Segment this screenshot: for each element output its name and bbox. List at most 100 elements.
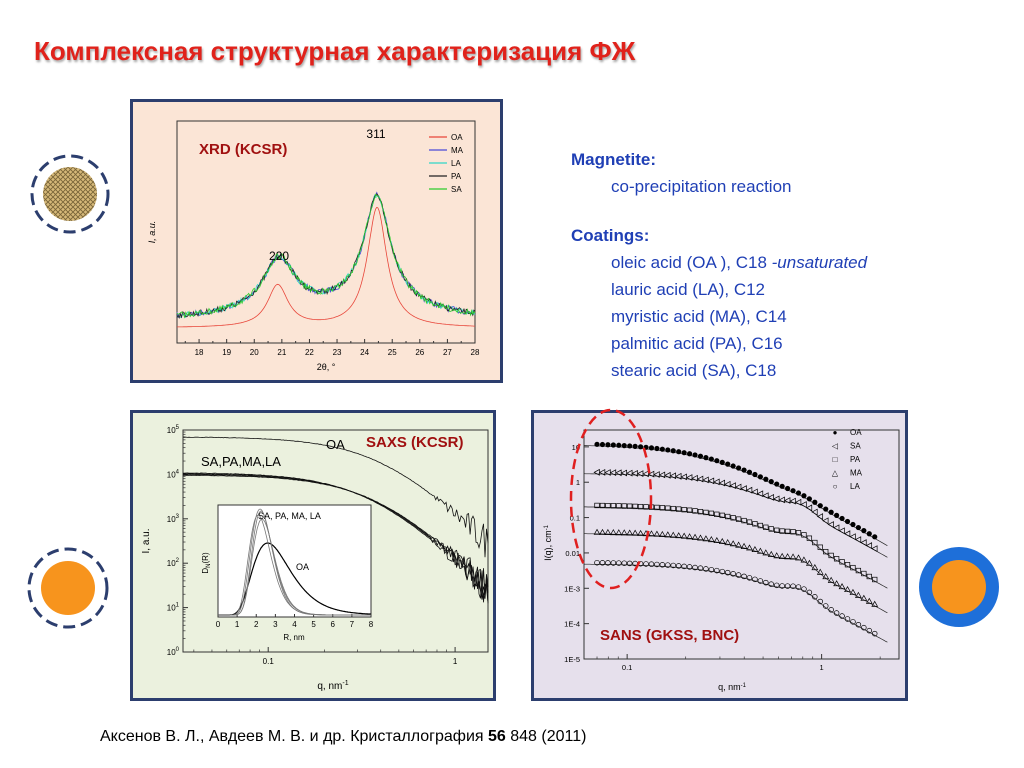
sans-point-la (643, 561, 649, 567)
sans-point-sa (833, 524, 840, 532)
sans-point-ma (800, 556, 808, 563)
xrd-legend-label-ma: MA (451, 146, 464, 155)
sans-point-la (812, 594, 818, 600)
magnetite-method: co-precipitation reaction (611, 177, 792, 196)
sans-legend-label-oa: OA (850, 428, 862, 437)
sans-point-la (665, 562, 671, 568)
saxs-y-tick-label: 101 (167, 603, 180, 613)
sans-point-la (828, 607, 834, 613)
sans-point-oa (834, 512, 840, 518)
sans-point-sa (729, 482, 736, 489)
sans-point-oa (697, 453, 704, 459)
sans-point-sa (811, 508, 818, 516)
sans-point-oa (872, 534, 878, 540)
sans-y-tick-label: 1E-4 (564, 620, 580, 629)
sans-point-sa (647, 470, 655, 478)
sans-point-oa (817, 503, 823, 509)
sans-point-oa (621, 443, 627, 449)
xrd-x-axis-label: 2θ, ° (317, 362, 336, 372)
sans-y-tick-label: 1 (576, 478, 580, 487)
sans-point-ma (702, 535, 710, 542)
sans-point-la (741, 573, 747, 580)
sans-point-oa (850, 521, 856, 528)
citation-volume: 56 (488, 728, 506, 745)
sans-point-ma (795, 554, 802, 561)
sans-point-oa (632, 443, 638, 449)
sans-point-sa (713, 478, 720, 486)
sans-point-pa (757, 522, 764, 529)
sans-point-oa (610, 442, 616, 448)
saxs-curve-oa (182, 436, 489, 558)
sans-point-sa (740, 485, 747, 492)
sans-point-pa (790, 529, 796, 535)
sans-point-la (855, 621, 862, 628)
sans-point-sa (707, 477, 715, 485)
sans-point-oa (774, 481, 780, 487)
sans-point-oa (719, 459, 725, 465)
sans-point-la (757, 578, 764, 584)
inset-x-tick-label: 2 (254, 620, 259, 629)
sans-y-axis-label: I(q), cm-1 (543, 524, 553, 560)
sans-point-ma (784, 553, 791, 560)
xrd-peak-220-label: 220 (269, 249, 289, 263)
sans-point-ma (599, 528, 606, 535)
sans-point-pa (692, 508, 698, 514)
sans-point-ma (620, 529, 628, 536)
sans-point-ma (631, 529, 639, 536)
sans-point-sa (827, 521, 834, 528)
sans-point-pa (735, 516, 742, 522)
sans-point-oa (855, 524, 861, 531)
sans-point-la (844, 616, 851, 622)
xrd-y-axis-label: I, a.u. (147, 221, 157, 244)
sans-point-pa (839, 559, 845, 565)
sans-point-sa (762, 492, 769, 499)
sans-point-pa (752, 521, 758, 527)
sans-y-tick-label: 10 (572, 443, 580, 452)
sans-legend-marker-sa: ◁ (832, 442, 839, 451)
sans-point-ma (697, 534, 704, 541)
sans-point-la (730, 571, 736, 577)
sans-point-ma (805, 559, 813, 566)
sans-point-pa (768, 526, 774, 532)
sans-point-oa (806, 496, 812, 502)
sans-point-pa (621, 503, 627, 509)
citation: Аксенов В. Л., Авдеев М. В. и др. Криста… (100, 728, 587, 745)
sans-point-oa (746, 469, 753, 475)
sans-point-la (714, 567, 720, 574)
sans-legend-label-ma: MA (850, 469, 863, 478)
sans-point-oa (725, 461, 731, 467)
xrd-chart: 18 19 20 21 22 23 24 25 26 27 28 XRD (KCSR) 220 31… (147, 120, 480, 372)
sans-point-oa (665, 447, 671, 453)
sans-point-oa (616, 442, 622, 448)
sans-point-pa (850, 564, 856, 571)
sans-point-sa (773, 495, 780, 503)
sans-point-la (752, 576, 758, 583)
textured-particle-icon (30, 154, 110, 234)
sans-point-oa (757, 474, 763, 480)
saxs-y-tick-label: 103 (167, 514, 180, 524)
sans-point-oa (714, 458, 720, 464)
xrd-x-tick-label: 28 (471, 348, 480, 357)
xrd-x-tick-label: 21 (277, 348, 286, 357)
sans-point-ma (615, 529, 623, 536)
sans-point-pa (594, 502, 600, 509)
saxs-x-axis-label: q, nm-1 (317, 680, 348, 692)
sans-point-oa (703, 455, 709, 461)
sans-point-oa (768, 479, 774, 485)
saxs-title: SAXS (KCSR) (366, 434, 464, 451)
xrd-x-tick-label: 22 (305, 348, 314, 357)
sans-point-oa (670, 448, 676, 454)
orange-core-dashed-icon (27, 547, 109, 629)
sans-point-ma (860, 594, 868, 601)
sans-point-pa (817, 544, 823, 550)
xrd-x-tick-label: 24 (360, 348, 369, 357)
sans-legend-label-sa: SA (850, 442, 861, 451)
sans-point-sa (800, 501, 807, 508)
saxs-oa-label: OA (326, 437, 345, 452)
sans-point-sa (784, 497, 791, 504)
saxs-group-label: SA,PA,MA,LA (201, 454, 281, 469)
sans-x-tick-label: 1 (820, 663, 824, 672)
sans-point-sa (789, 497, 796, 505)
sans-point-oa (861, 528, 867, 534)
sans-point-sa (718, 479, 726, 487)
